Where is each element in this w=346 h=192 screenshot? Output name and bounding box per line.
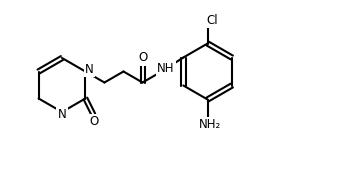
Text: N: N	[58, 108, 66, 122]
Text: NH₂: NH₂	[199, 118, 221, 131]
Text: O: O	[138, 51, 147, 64]
Text: Cl: Cl	[207, 14, 218, 27]
Text: O: O	[90, 115, 99, 128]
Text: NH: NH	[157, 62, 174, 75]
Text: N: N	[85, 63, 94, 76]
